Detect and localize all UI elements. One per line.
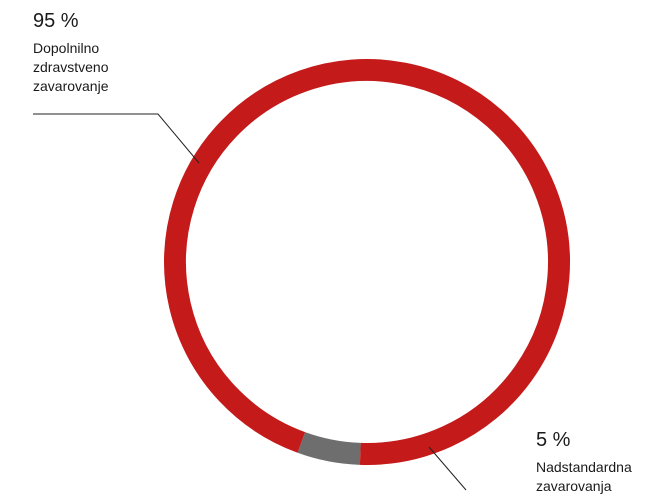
slice-label-nadstandardna: 5 % Nadstandardna zavarovanja — [536, 428, 672, 496]
leader-line-nadstandardna — [428, 446, 467, 491]
slice-name: Nadstandardna zavarovanja — [536, 459, 632, 494]
leader-line-dopolnilno — [33, 113, 200, 164]
leader-lines — [33, 113, 467, 491]
slice-percent: 5 % — [536, 429, 571, 451]
donut-slice-1 — [297, 432, 361, 465]
slice-percent: 95 % — [33, 10, 79, 32]
slice-name: Dopolnilno zdravstveno zavarovanje — [33, 40, 109, 94]
slice-label-dopolnilno: 95 % Dopolnilno zdravstveno zavarovanje — [33, 9, 183, 96]
donut-slices — [164, 59, 570, 465]
donut-slice-0 — [164, 59, 570, 465]
